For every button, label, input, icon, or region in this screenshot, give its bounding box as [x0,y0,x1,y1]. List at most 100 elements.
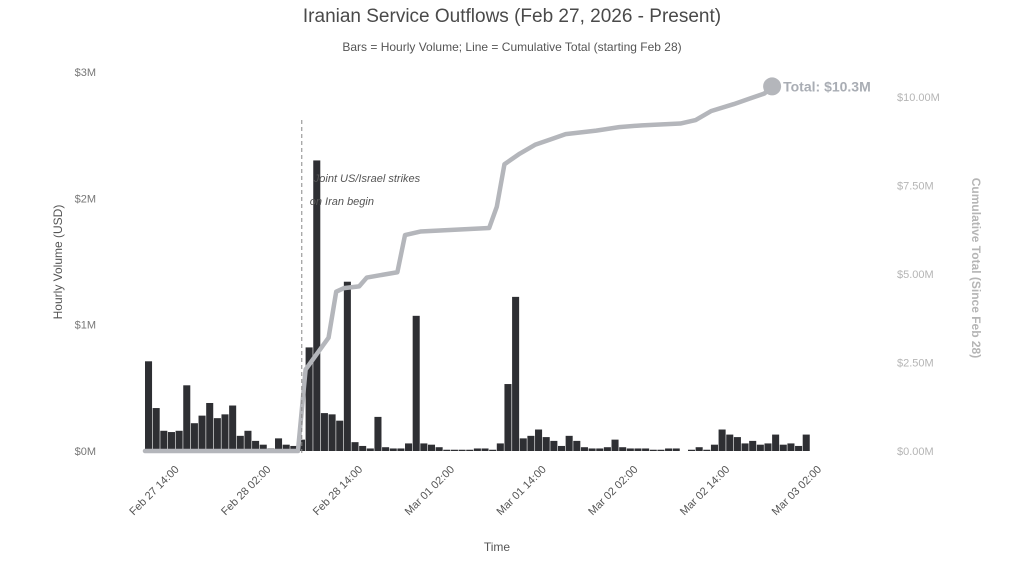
bar [573,440,581,451]
bar [733,437,741,451]
x-tick-label: Feb 28 02:00 [219,464,273,518]
bar [787,443,795,451]
y-tick-label: $2M [75,193,96,205]
bar [282,444,290,451]
bar [603,447,611,451]
x-axis-label: Time [484,540,511,554]
bar [190,423,198,451]
bar [512,296,520,451]
bar [366,448,374,451]
bar [642,448,650,451]
bar [236,435,244,451]
bar [626,448,634,451]
bar [466,449,474,451]
bar [167,432,175,451]
chart-title: Iranian Service Outflows (Feb 27, 2026 -… [302,6,722,27]
bar [611,439,619,451]
bar [779,444,787,451]
bar [703,449,711,451]
bar [405,443,413,451]
bar [374,416,382,451]
bar [160,430,168,451]
bar [665,448,673,451]
bar [496,443,504,451]
bar [450,449,458,451]
x-tick-label: Feb 27 14:00 [127,464,181,518]
bar [588,448,596,451]
total-annotation: Total: $10.3M [783,78,871,94]
bar [213,418,221,451]
bar [550,440,558,451]
bar [741,443,749,451]
chart-subtitle: Bars = Hourly Volume; Line = Cumulative … [342,40,682,54]
y2-axis-label: Cumulative Total (Since Feb 28) [969,178,983,358]
bar [481,448,489,451]
bar [527,435,535,451]
x-tick-label: Mar 03 02:00 [770,464,824,518]
bar [565,435,573,451]
bar [435,447,443,451]
bar [221,414,229,451]
bar [557,445,566,451]
bar [772,434,780,451]
bar [305,347,313,451]
bar [657,449,665,451]
bar [320,413,328,451]
bar [749,440,757,451]
bar [672,448,680,451]
event-annotation-line2: on Iran begin [310,196,374,208]
bar [336,420,344,451]
x-tick-label: Mar 02 02:00 [586,464,640,518]
bar [343,281,351,451]
bar [412,315,420,451]
bar [351,442,359,451]
bar [206,402,214,451]
bar [619,447,627,451]
bar [596,448,604,451]
bar [397,448,405,451]
bar [252,440,260,451]
bar [458,449,466,451]
bar [313,160,321,451]
bar [259,444,267,451]
bar [649,449,657,451]
y2-tick-label: $7.50M [897,181,934,193]
cumulative-line [142,84,775,454]
bar [710,444,718,451]
bar [175,430,183,451]
y2-tick-label: $5.00M [897,269,934,281]
cumulative-end-marker [763,77,782,96]
x-tick-label: Feb 28 14:00 [311,464,365,518]
bar [328,414,336,451]
bar [795,445,803,451]
bar [382,447,390,451]
x-tick-label: Mar 01 14:00 [494,464,548,518]
bar [183,385,191,451]
y-tick-label: $1M [75,320,96,332]
bar [244,430,252,451]
bar [290,445,298,451]
x-tick-label: Mar 01 02:00 [403,464,457,518]
bar [427,444,436,451]
y2-tick-label: $10.00M [897,92,940,104]
bar [473,448,481,451]
bar [420,443,428,451]
bar [634,448,642,451]
bar [145,361,153,451]
bar [198,415,206,451]
bar [443,449,451,451]
bar [542,437,550,451]
bar [695,447,703,451]
y2-tick-label: $2.50M [897,358,934,370]
bar [489,449,497,451]
bar [802,434,810,451]
bar [718,429,726,451]
bar [535,429,543,451]
y-axis-label: Hourly Volume (USD) [51,205,65,320]
y2-tick-label: $0.00M [897,446,934,458]
bar [519,438,527,451]
bar [726,434,734,451]
event-annotation-line1: Joint US/Israel strikes [313,173,421,185]
bar [152,408,160,451]
